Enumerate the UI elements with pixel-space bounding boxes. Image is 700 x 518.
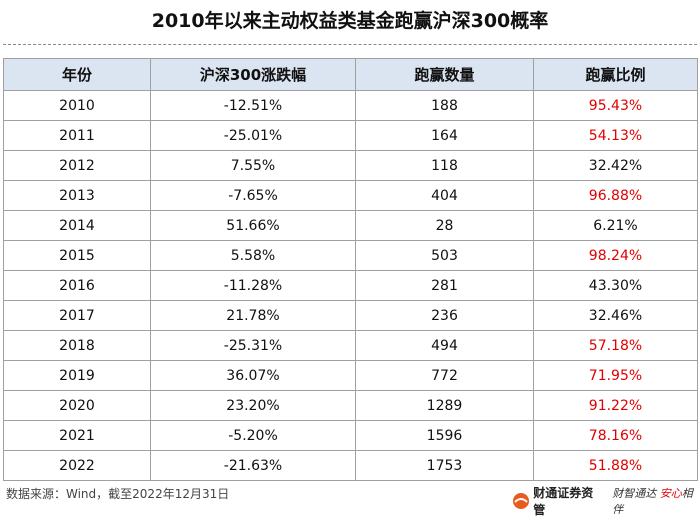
logo: 财通证券资管 财智通达 安心相伴: [512, 484, 700, 518]
source-note: 数据来源：Wind，截至2022年12月31日: [6, 487, 230, 501]
table-cell: 98.24%: [533, 240, 698, 271]
table-body: 2010 -12.51% 188 95.43% 2011 -25.01% 164 54.13%…: [3, 90, 698, 481]
table-cell: -7.65%: [150, 180, 356, 211]
divider: [3, 44, 697, 45]
slogan-part: 安心: [659, 487, 682, 500]
table-row: 2016 -11.28% 281 43.30%: [3, 270, 698, 301]
table-cell: 2014: [3, 210, 151, 241]
table-cell: 281: [355, 270, 534, 301]
brand: 财通证券资管: [533, 486, 594, 517]
table-cell: 95.43%: [533, 90, 698, 121]
table-cell: 2012: [3, 150, 151, 181]
table-cell: 2016: [3, 270, 151, 301]
table-row: 2018 -25.31% 494 57.18%: [3, 330, 698, 361]
table-cell: 51.66%: [150, 210, 356, 241]
table-cell: 23.20%: [150, 390, 356, 421]
table-row: 2022 -21.63% 1753 51.88%: [3, 450, 698, 481]
logo-icon: [513, 493, 529, 509]
slogan: 财智通达 安心相伴: [612, 485, 700, 517]
table-cell: -11.28%: [150, 270, 356, 301]
table-cell: 404: [355, 180, 534, 211]
table-cell: 2022: [3, 450, 151, 481]
table-cell: -25.01%: [150, 120, 356, 151]
table-cell: 32.46%: [533, 300, 698, 331]
table-cell: 2019: [3, 360, 151, 391]
table-cell: 494: [355, 330, 534, 361]
table-cell: 2020: [3, 390, 151, 421]
table-cell: 2017: [3, 300, 151, 331]
table-cell: 2011: [3, 120, 151, 151]
table-cell: 772: [355, 360, 534, 391]
table-cell: 164: [355, 120, 534, 151]
table-row: 2014 51.66% 28 6.21%: [3, 210, 698, 241]
table-cell: 1596: [355, 420, 534, 451]
table-cell: 32.42%: [533, 150, 698, 181]
table-cell: 1753: [355, 450, 534, 481]
table-cell: 91.22%: [533, 390, 698, 421]
table-cell: 96.88%: [533, 180, 698, 211]
slogan-part: 相伴: [612, 487, 693, 516]
table-row: 2017 21.78% 236 32.46%: [3, 300, 698, 331]
table-cell: -21.63%: [150, 450, 356, 481]
table-row: 2010 -12.51% 188 95.43%: [3, 90, 698, 121]
table-cell: 503: [355, 240, 534, 271]
table-cell: -5.20%: [150, 420, 356, 451]
table-cell: 2013: [3, 180, 151, 211]
table-cell: 28: [355, 210, 534, 241]
slogan-part: 财智通达: [612, 487, 657, 500]
table-cell: -12.51%: [150, 90, 356, 121]
table-cell: 188: [355, 90, 534, 121]
table-row: 2013 -7.65% 404 96.88%: [3, 180, 698, 211]
table-cell: 5.58%: [150, 240, 356, 271]
table-cell: 43.30%: [533, 270, 698, 301]
table-cell: 7.55%: [150, 150, 356, 181]
table-cell: 1289: [355, 390, 534, 421]
table-cell: 118: [355, 150, 534, 181]
table-cell: 51.88%: [533, 450, 698, 481]
table-cell: 6.21%: [533, 210, 698, 241]
table-cell: 21.78%: [150, 300, 356, 331]
table-cell: 2015: [3, 240, 151, 271]
column-header: 年份: [3, 58, 151, 91]
column-header: 跑赢比例: [533, 58, 698, 91]
table-cell: 78.16%: [533, 420, 698, 451]
column-header: 沪深300涨跌幅: [150, 58, 356, 91]
table-cell: 36.07%: [150, 360, 356, 391]
table-cell: -25.31%: [150, 330, 356, 361]
table-cell: 57.18%: [533, 330, 698, 361]
table-row: 2011 -25.01% 164 54.13%: [3, 120, 698, 151]
table-row: 2012 7.55% 118 32.42%: [3, 150, 698, 181]
table-cell: 2021: [3, 420, 151, 451]
table-cell: 71.95%: [533, 360, 698, 391]
table-cell: 236: [355, 300, 534, 331]
title: 2010年以来主动权益类基金跑赢沪深300概率: [151, 10, 549, 32]
table-row: 2019 36.07% 772 71.95%: [3, 360, 698, 391]
table-row: 2020 23.20% 1289 91.22%: [3, 390, 698, 421]
data-table: 年份 沪深300涨跌幅 跑赢数量 跑赢比例 2010 -12.51% 188 95.43% 2…: [3, 58, 698, 481]
table-row: 2015 5.58% 503 98.24%: [3, 240, 698, 271]
header-row: 年份 沪深300涨跌幅 跑赢数量 跑赢比例: [3, 58, 698, 91]
table-row: 2021 -5.20% 1596 78.16%: [3, 420, 698, 451]
table-cell: 2010: [3, 90, 151, 121]
column-header: 跑赢数量: [355, 58, 534, 91]
table-cell: 54.13%: [533, 120, 698, 151]
table-cell: 2018: [3, 330, 151, 361]
